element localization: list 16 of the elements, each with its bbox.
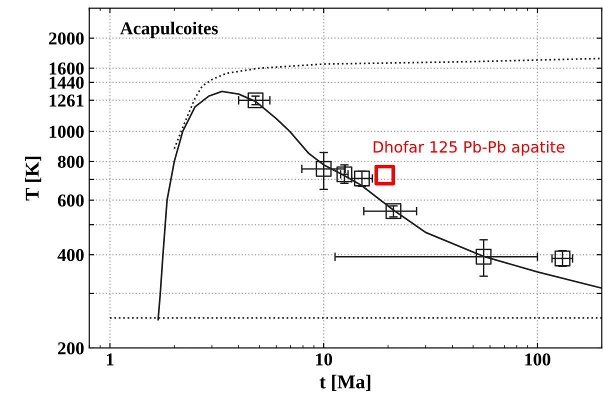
x-tick-label: 100: [525, 353, 550, 366]
y-tick-label: 1261: [50, 94, 84, 107]
y-axis-title: T [K]: [25, 156, 42, 201]
y-tick-label: 200: [58, 342, 84, 354]
y-tick-label: 400: [58, 248, 84, 262]
annotation: Acapulcoites: [120, 22, 218, 38]
y-tick-label: 1600: [50, 62, 84, 75]
y-tick-label: 1000: [50, 126, 84, 138]
x-tick-label: 10: [316, 353, 332, 366]
x-tick-label: 1: [106, 353, 114, 366]
x-axis-title: t [Ma]: [320, 374, 370, 391]
y-tick-label: 1440: [50, 76, 84, 89]
y-tick-label: 2000: [49, 32, 84, 45]
y-tick-label: 600: [58, 194, 84, 207]
series-label: Dhofar 125 Pb-Pb apatite: [374, 140, 564, 156]
y-tick-label: 800: [58, 156, 84, 168]
